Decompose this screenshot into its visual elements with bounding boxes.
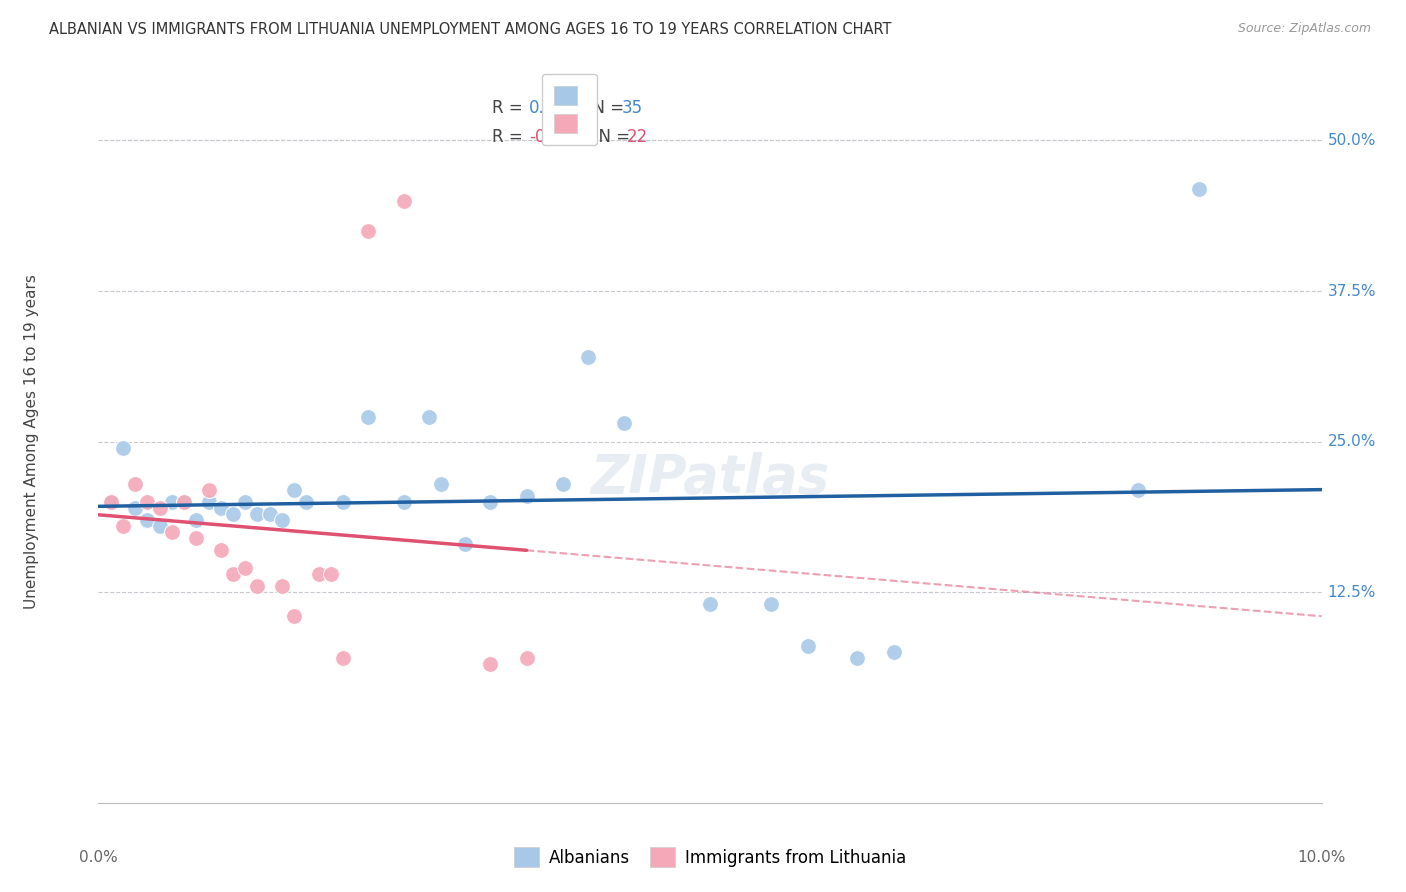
- Point: [430, 476, 453, 491]
- Point: [699, 597, 721, 611]
- Text: N =: N =: [588, 128, 636, 145]
- Text: 50.0%: 50.0%: [1327, 133, 1376, 148]
- Point: [100, 494, 122, 508]
- Point: [100, 494, 122, 508]
- Point: [246, 579, 269, 593]
- Point: [160, 524, 183, 539]
- Point: [283, 483, 305, 497]
- Point: [197, 483, 219, 497]
- Point: [111, 441, 134, 455]
- Point: [1188, 182, 1211, 196]
- Point: [222, 507, 245, 521]
- Point: [332, 651, 354, 665]
- Point: [295, 494, 318, 508]
- Point: [222, 567, 245, 582]
- Point: [797, 639, 820, 653]
- Point: [149, 500, 172, 515]
- Text: 25.0%: 25.0%: [1327, 434, 1376, 449]
- Point: [259, 507, 281, 521]
- Point: [209, 500, 232, 515]
- Point: [111, 519, 134, 533]
- Point: [454, 537, 477, 551]
- Text: 10.0%: 10.0%: [1298, 850, 1346, 864]
- Point: [392, 494, 416, 508]
- Point: [186, 531, 208, 545]
- Point: [197, 494, 219, 508]
- Point: [246, 507, 269, 521]
- Point: [124, 500, 146, 515]
- Point: [332, 494, 354, 508]
- Legend: Albanians, Immigrants from Lithuania: Albanians, Immigrants from Lithuania: [508, 840, 912, 874]
- Point: [356, 410, 378, 425]
- Point: [186, 513, 208, 527]
- Text: 0.0%: 0.0%: [79, 850, 118, 864]
- Point: [233, 561, 256, 575]
- Text: R =: R =: [492, 128, 529, 145]
- Point: [883, 645, 905, 659]
- Text: ALBANIAN VS IMMIGRANTS FROM LITHUANIA UNEMPLOYMENT AMONG AGES 16 TO 19 YEARS COR: ALBANIAN VS IMMIGRANTS FROM LITHUANIA UN…: [49, 22, 891, 37]
- Point: [173, 494, 195, 508]
- Point: [516, 651, 538, 665]
- Point: [160, 494, 183, 508]
- Point: [209, 542, 232, 557]
- Point: [392, 194, 416, 208]
- Point: [173, 494, 195, 508]
- Text: ZIPatlas: ZIPatlas: [591, 451, 830, 504]
- Text: 37.5%: 37.5%: [1327, 284, 1376, 299]
- Text: R =: R =: [492, 99, 529, 117]
- Text: 12.5%: 12.5%: [1327, 584, 1376, 599]
- Text: N =: N =: [582, 99, 628, 117]
- Point: [233, 494, 256, 508]
- Point: [308, 567, 330, 582]
- Point: [576, 350, 599, 364]
- Point: [283, 609, 305, 624]
- Point: [553, 476, 575, 491]
- Text: -0.317: -0.317: [529, 128, 582, 145]
- Point: [1128, 483, 1150, 497]
- Text: 22: 22: [627, 128, 648, 145]
- Point: [845, 651, 868, 665]
- Point: [356, 224, 378, 238]
- Point: [759, 597, 782, 611]
- Text: Source: ZipAtlas.com: Source: ZipAtlas.com: [1237, 22, 1371, 36]
- Point: [478, 494, 501, 508]
- Point: [478, 657, 501, 672]
- Point: [516, 489, 538, 503]
- Point: [270, 579, 292, 593]
- Point: [613, 417, 636, 431]
- Text: Unemployment Among Ages 16 to 19 years: Unemployment Among Ages 16 to 19 years: [24, 274, 38, 609]
- Point: [319, 567, 342, 582]
- Point: [124, 476, 146, 491]
- Point: [270, 513, 292, 527]
- Point: [136, 494, 159, 508]
- Point: [418, 410, 440, 425]
- Text: 35: 35: [621, 99, 643, 117]
- Text: 0.185: 0.185: [529, 99, 576, 117]
- Point: [136, 513, 159, 527]
- Point: [149, 519, 172, 533]
